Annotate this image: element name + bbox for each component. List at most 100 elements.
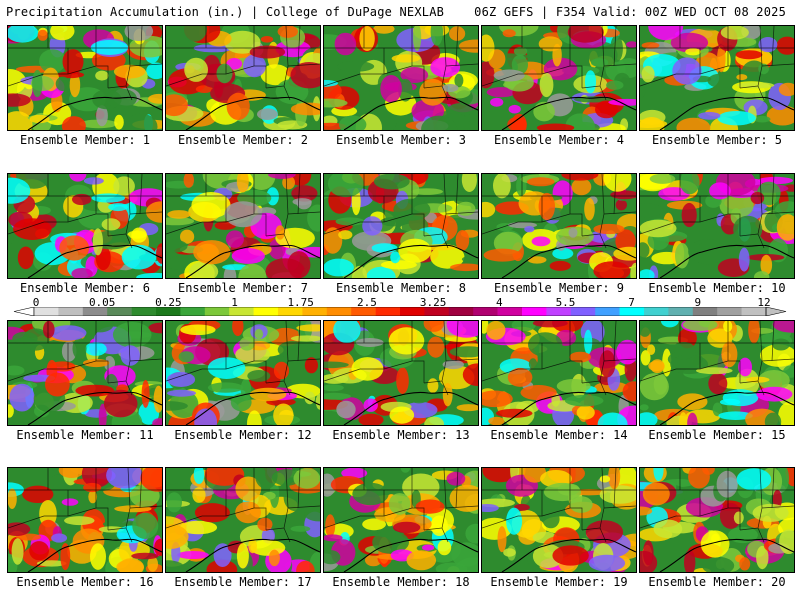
colorbar-swatch <box>107 307 132 316</box>
colorbar-tick-label: 5.5 <box>555 296 576 309</box>
ensemble-member-label: Ensemble Member: 2 <box>177 133 309 147</box>
colorbar-swatch <box>375 307 401 316</box>
ensemble-member-map <box>7 25 163 131</box>
precip-field <box>8 174 162 278</box>
colorbar-swatch <box>278 307 303 316</box>
colorbar-tick-label: 0 <box>32 296 40 309</box>
ensemble-member-label: Ensemble Member: 7 <box>177 281 309 295</box>
ensemble-member-label: Ensemble Member: 3 <box>335 133 467 147</box>
colorbar-swatch <box>570 307 596 316</box>
ensemble-member-label: Ensemble Member: 9 <box>493 281 625 295</box>
colorbar-swatch <box>34 307 59 316</box>
precip-field <box>482 468 636 572</box>
precip-field <box>640 321 794 425</box>
colorbar-swatch <box>424 307 450 316</box>
colorbar-swatch <box>156 307 181 316</box>
colorbar-swatch <box>82 307 108 316</box>
colorbar-tick-label: 1 <box>231 296 238 309</box>
colorbar-swatch <box>302 307 328 316</box>
colorbar-swatch <box>497 307 523 316</box>
ensemble-member-map <box>323 173 479 279</box>
colorbar-swatch <box>473 307 498 316</box>
colorbar-swatch <box>204 307 230 316</box>
ensemble-member-map <box>165 25 321 131</box>
ensemble-member-map <box>7 173 163 279</box>
ensemble-member-map <box>7 467 163 573</box>
ensemble-member-map <box>165 320 321 426</box>
ensemble-member-map <box>323 25 479 131</box>
precip-field <box>482 174 636 278</box>
precip-field <box>482 321 636 425</box>
colorbar-tick-label: 0.25 <box>155 296 182 309</box>
ensemble-member-map <box>323 320 479 426</box>
model-run-info: 06Z GEFS | F354 Valid: 00Z WED OCT 08 20… <box>474 5 786 19</box>
colorbar-swatch <box>668 307 694 316</box>
colorbar-tick-label: 9 <box>694 296 702 309</box>
ensemble-member-label: Ensemble Member: 18 <box>332 575 470 589</box>
colorbar-tick-label: 3.25 <box>419 296 447 309</box>
ensemble-member-map <box>639 467 795 573</box>
colorbar-tick-label: 7 <box>628 296 635 309</box>
colorbar-swatch <box>595 307 620 316</box>
precip-field <box>166 321 320 425</box>
ensemble-member-map <box>481 173 637 279</box>
colorbar-tick-label: 12 <box>757 296 771 309</box>
colorbar-swatch <box>180 307 206 316</box>
precip-colorbar: 0 0.05 0.25 1 1.75 2.5 3.25 4 5.5 7 9 12 <box>0 296 800 316</box>
ensemble-member-map <box>481 320 637 426</box>
ensemble-member-map <box>165 467 321 573</box>
precip-field <box>166 26 320 130</box>
colorbar-swatch <box>522 307 547 316</box>
colorbar-labels: 0 0.05 0.25 1 1.75 2.5 3.25 4 5.5 7 9 12 <box>0 296 800 309</box>
ensemble-member-map <box>481 467 637 573</box>
ensemble-member-map <box>323 467 479 573</box>
ensemble-member-label: Ensemble Member: 10 <box>648 281 786 295</box>
chart-title: Precipitation Accumulation (in.) | Colle… <box>6 5 445 19</box>
colorbar-swatch <box>58 307 84 316</box>
colorbar-tick-label: 1.75 <box>287 296 314 309</box>
colorbar-tick-label: 0.05 <box>88 296 116 309</box>
precip-field <box>324 468 478 572</box>
ensemble-member-map <box>639 320 795 426</box>
ensemble-member-label: Ensemble Member: 13 <box>332 428 470 442</box>
ensemble-member-label: Ensemble Member: 19 <box>490 575 628 589</box>
precip-field <box>482 26 636 130</box>
colorbar-swatch <box>351 307 376 316</box>
colorbar-swatch <box>546 307 572 316</box>
colorbar-swatch <box>692 307 718 316</box>
colorbar-max-arrow <box>765 307 787 316</box>
colorbar-swatch <box>253 307 279 316</box>
precip-field <box>8 26 162 130</box>
ensemble-member-label: Ensemble Member: 1 <box>19 133 151 147</box>
precip-field <box>8 468 162 572</box>
colorbar-swatch <box>717 307 742 316</box>
precip-field <box>640 174 794 278</box>
colorbar-swatch <box>448 307 474 316</box>
precip-field <box>166 468 320 572</box>
ensemble-member-map <box>165 173 321 279</box>
colorbar-min-arrow <box>13 307 35 316</box>
colorbar-swatch <box>644 307 669 316</box>
ensemble-member-map <box>7 320 163 426</box>
colorbar-swatch <box>131 307 157 316</box>
precip-field <box>324 321 478 425</box>
ensemble-member-label: Ensemble Member: 5 <box>651 133 783 147</box>
ensemble-member-label: Ensemble Member: 8 <box>335 281 467 295</box>
precip-field <box>640 26 794 130</box>
ensemble-member-label: Ensemble Member: 6 <box>19 281 151 295</box>
colorbar-swatch <box>400 307 425 316</box>
colorbar-tick-label: 2.5 <box>356 296 377 309</box>
ensemble-member-label: Ensemble Member: 4 <box>493 133 625 147</box>
ensemble-member-map <box>639 173 795 279</box>
ensemble-member-label: Ensemble Member: 11 <box>16 428 154 442</box>
ensemble-member-map <box>481 25 637 131</box>
precip-field <box>640 468 794 572</box>
ensemble-member-label: Ensemble Member: 16 <box>16 575 154 589</box>
precip-field <box>8 321 162 425</box>
ensemble-member-label: Ensemble Member: 12 <box>174 428 312 442</box>
colorbar-swatch <box>619 307 645 316</box>
colorbar-scale <box>13 307 787 316</box>
colorbar-swatch <box>326 307 352 316</box>
ensemble-member-map <box>639 25 795 131</box>
colorbar-swatch <box>229 307 254 316</box>
